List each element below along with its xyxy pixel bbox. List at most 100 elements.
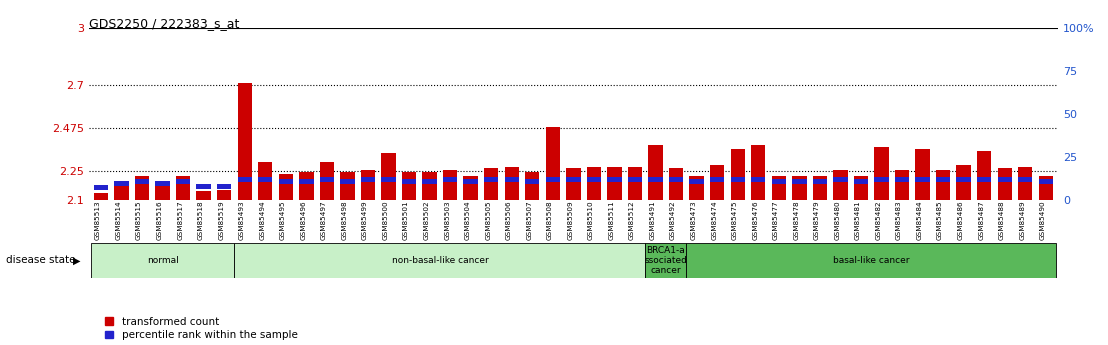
- Bar: [320, 162, 335, 200]
- Bar: [320, 177, 335, 182]
- Bar: [833, 177, 848, 182]
- Bar: [299, 172, 314, 200]
- Bar: [443, 170, 458, 200]
- Bar: [258, 162, 273, 200]
- Bar: [155, 182, 170, 200]
- Bar: [587, 167, 602, 200]
- Bar: [484, 177, 499, 182]
- Bar: [854, 176, 869, 200]
- Bar: [504, 177, 519, 182]
- Bar: [443, 177, 458, 182]
- Bar: [114, 182, 129, 200]
- Text: GSM85474: GSM85474: [711, 200, 717, 240]
- Text: basal-like cancer: basal-like cancer: [833, 256, 910, 265]
- Bar: [710, 177, 725, 182]
- Bar: [381, 177, 396, 182]
- Bar: [504, 167, 519, 200]
- Bar: [936, 170, 951, 200]
- Bar: [607, 167, 622, 200]
- Text: GSM85478: GSM85478: [793, 200, 799, 240]
- Bar: [1038, 176, 1053, 200]
- Bar: [792, 179, 807, 184]
- Bar: [176, 176, 191, 200]
- Text: GSM85498: GSM85498: [341, 200, 348, 240]
- Text: normal: normal: [146, 256, 178, 265]
- Bar: [977, 151, 992, 200]
- Text: GSM85512: GSM85512: [629, 200, 635, 240]
- Bar: [237, 177, 252, 182]
- Legend: transformed count, percentile rank within the sample: transformed count, percentile rank withi…: [105, 317, 297, 340]
- Bar: [833, 170, 848, 200]
- Bar: [915, 177, 930, 182]
- Text: GSM85506: GSM85506: [505, 200, 512, 240]
- Bar: [751, 146, 766, 200]
- Bar: [278, 179, 293, 184]
- Bar: [545, 127, 560, 200]
- Bar: [484, 168, 499, 200]
- Text: disease state: disease state: [6, 256, 75, 265]
- Text: BRCA1-a
ssociated
cancer: BRCA1-a ssociated cancer: [645, 246, 687, 275]
- Text: GDS2250 / 222383_s_at: GDS2250 / 222383_s_at: [89, 17, 239, 30]
- Text: GSM85477: GSM85477: [772, 200, 779, 240]
- Text: GSM85516: GSM85516: [156, 200, 163, 240]
- Bar: [463, 176, 478, 200]
- Text: GSM85484: GSM85484: [916, 200, 923, 240]
- Bar: [628, 167, 643, 200]
- Bar: [669, 168, 684, 200]
- Bar: [361, 170, 376, 200]
- Bar: [792, 176, 807, 200]
- Bar: [402, 172, 417, 200]
- Bar: [1038, 179, 1053, 184]
- Bar: [977, 177, 992, 182]
- Text: GSM85511: GSM85511: [608, 200, 615, 240]
- Text: GSM85515: GSM85515: [136, 200, 142, 240]
- Bar: [299, 179, 314, 184]
- FancyBboxPatch shape: [686, 243, 1056, 278]
- Text: GSM85501: GSM85501: [403, 200, 409, 240]
- Bar: [361, 177, 376, 182]
- Bar: [771, 179, 786, 184]
- Text: non-basal-like cancer: non-basal-like cancer: [391, 256, 489, 265]
- Bar: [689, 179, 704, 184]
- Bar: [402, 179, 417, 184]
- Text: GSM85494: GSM85494: [259, 200, 265, 240]
- Bar: [895, 177, 910, 182]
- Bar: [874, 177, 889, 182]
- Bar: [1018, 177, 1033, 182]
- Bar: [997, 177, 1012, 182]
- Text: GSM85481: GSM85481: [855, 200, 861, 240]
- Bar: [94, 194, 109, 200]
- Text: GSM85513: GSM85513: [95, 200, 101, 240]
- FancyBboxPatch shape: [235, 243, 645, 278]
- Bar: [895, 170, 910, 200]
- Bar: [915, 149, 930, 200]
- Bar: [114, 181, 129, 186]
- Bar: [874, 147, 889, 200]
- Bar: [525, 172, 540, 200]
- Bar: [545, 177, 560, 182]
- Bar: [956, 177, 971, 182]
- Text: GSM85509: GSM85509: [567, 200, 573, 240]
- Text: GSM85473: GSM85473: [690, 200, 697, 240]
- Bar: [176, 179, 191, 184]
- Bar: [956, 165, 971, 200]
- Text: GSM85517: GSM85517: [177, 200, 183, 240]
- Text: GSM85496: GSM85496: [300, 200, 307, 240]
- Bar: [258, 177, 273, 182]
- Text: GSM85502: GSM85502: [423, 200, 430, 240]
- Bar: [1018, 167, 1033, 200]
- Bar: [196, 184, 211, 189]
- Text: GSM85499: GSM85499: [362, 200, 368, 240]
- Bar: [278, 174, 293, 200]
- Bar: [997, 168, 1012, 200]
- Text: GSM85488: GSM85488: [998, 200, 1005, 240]
- Bar: [669, 177, 684, 182]
- Text: GSM85489: GSM85489: [1019, 200, 1025, 240]
- Text: GSM85505: GSM85505: [485, 200, 491, 240]
- Text: GSM85497: GSM85497: [321, 200, 327, 240]
- Text: GSM85503: GSM85503: [444, 200, 450, 240]
- Bar: [422, 179, 437, 184]
- Text: GSM85476: GSM85476: [752, 200, 758, 240]
- Bar: [648, 177, 663, 182]
- Text: GSM85475: GSM85475: [731, 200, 738, 240]
